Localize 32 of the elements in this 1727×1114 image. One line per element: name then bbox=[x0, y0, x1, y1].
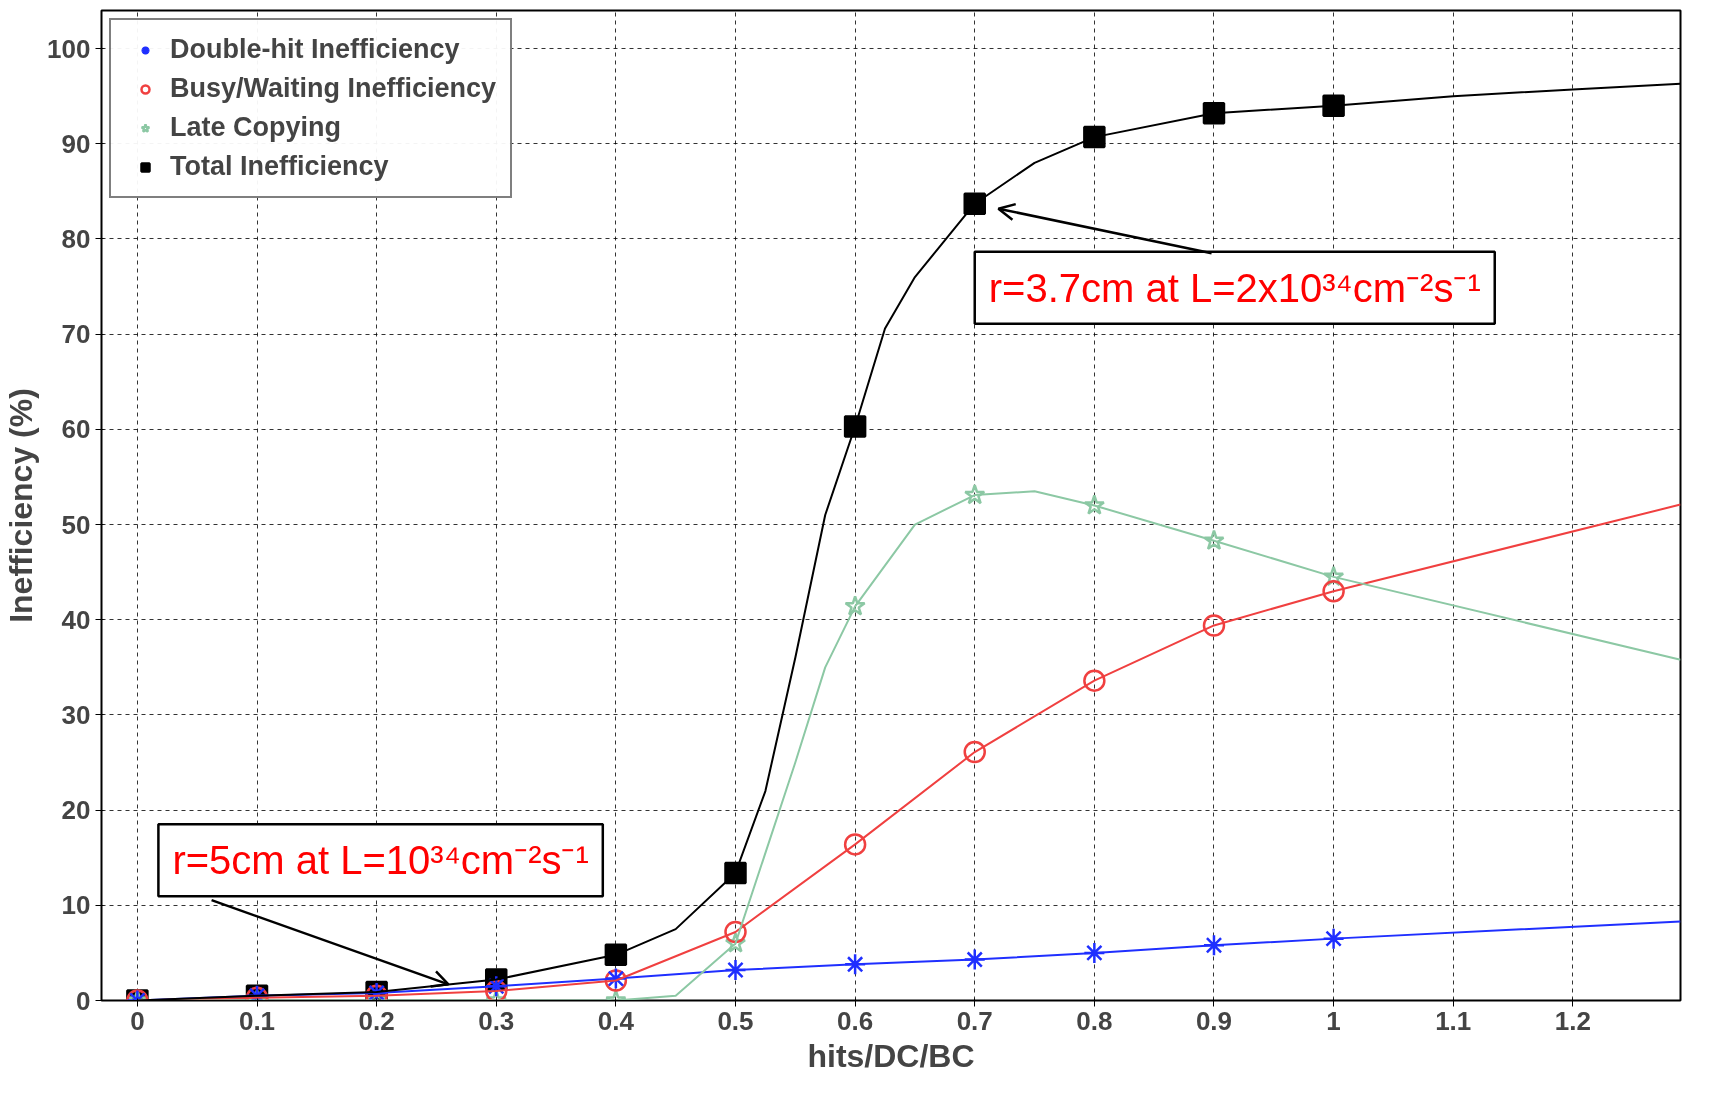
x-tick-label: 0.5 bbox=[717, 1005, 754, 1036]
y-tick-label: 30 bbox=[61, 699, 91, 730]
y-tick-label: 50 bbox=[61, 509, 91, 540]
x-axis-title: hits/DC/BC bbox=[807, 1037, 975, 1074]
x-tick-label: 1 bbox=[1326, 1005, 1341, 1036]
y-tick-label: 0 bbox=[76, 985, 91, 1016]
annotation: r=5cm at L=10³⁴cm⁻²s⁻¹ bbox=[172, 838, 589, 883]
x-tick-label: 0.1 bbox=[238, 1005, 276, 1036]
x-tick-label: 1.1 bbox=[1435, 1005, 1472, 1036]
x-tick-label: 0 bbox=[130, 1005, 145, 1036]
y-tick-label: 20 bbox=[61, 795, 91, 826]
y-tick-label: 70 bbox=[61, 319, 91, 350]
legend-label: Late Copying bbox=[170, 112, 342, 143]
x-tick-label: 1.2 bbox=[1554, 1005, 1591, 1036]
x-tick-label: 0.2 bbox=[358, 1005, 395, 1036]
x-tick-label: 0.8 bbox=[1076, 1005, 1113, 1036]
x-tick-label: 0.9 bbox=[1195, 1005, 1233, 1036]
y-tick-label: 40 bbox=[61, 604, 91, 635]
legend-label: Double-hit Inefficiency bbox=[170, 34, 460, 65]
annotation: r=3.7cm at L=2x10³⁴cm⁻²s⁻¹ bbox=[988, 265, 1481, 310]
x-tick-label: 0.6 bbox=[837, 1005, 874, 1036]
legend-label: Busy/Waiting Inefficiency bbox=[170, 73, 497, 104]
y-tick-label: 90 bbox=[61, 128, 91, 159]
y-tick-label: 100 bbox=[47, 33, 91, 64]
legend-label: Total Inefficiency bbox=[170, 151, 389, 182]
x-tick-label: 0.7 bbox=[956, 1005, 993, 1036]
y-tick-label: 80 bbox=[61, 223, 91, 254]
x-tick-label: 0.3 bbox=[478, 1005, 515, 1036]
y-tick-label: 10 bbox=[61, 890, 91, 921]
y-tick-label: 60 bbox=[61, 414, 91, 445]
x-tick-label: 0.4 bbox=[597, 1005, 635, 1036]
y-axis-title: Inefficiency (%) bbox=[3, 388, 40, 623]
